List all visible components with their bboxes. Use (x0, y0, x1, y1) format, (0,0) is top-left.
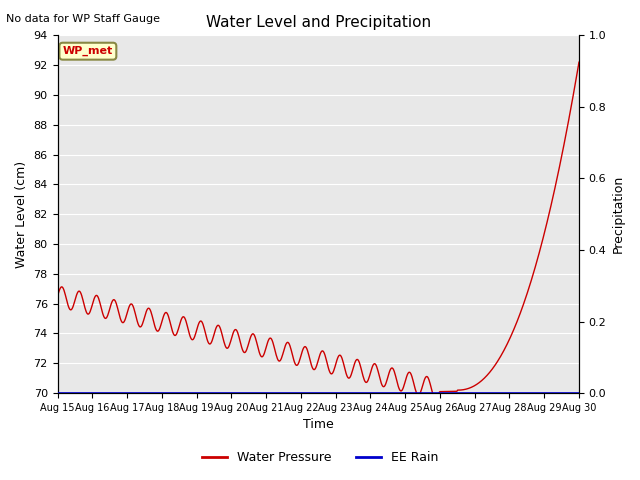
X-axis label: Time: Time (303, 419, 333, 432)
Text: WP_met: WP_met (63, 46, 113, 56)
Y-axis label: Precipitation: Precipitation (612, 175, 625, 253)
Legend: Water Pressure, EE Rain: Water Pressure, EE Rain (196, 446, 444, 469)
Text: No data for WP Staff Gauge: No data for WP Staff Gauge (6, 14, 161, 24)
Y-axis label: Water Level (cm): Water Level (cm) (15, 161, 28, 268)
Title: Water Level and Precipitation: Water Level and Precipitation (205, 15, 431, 30)
